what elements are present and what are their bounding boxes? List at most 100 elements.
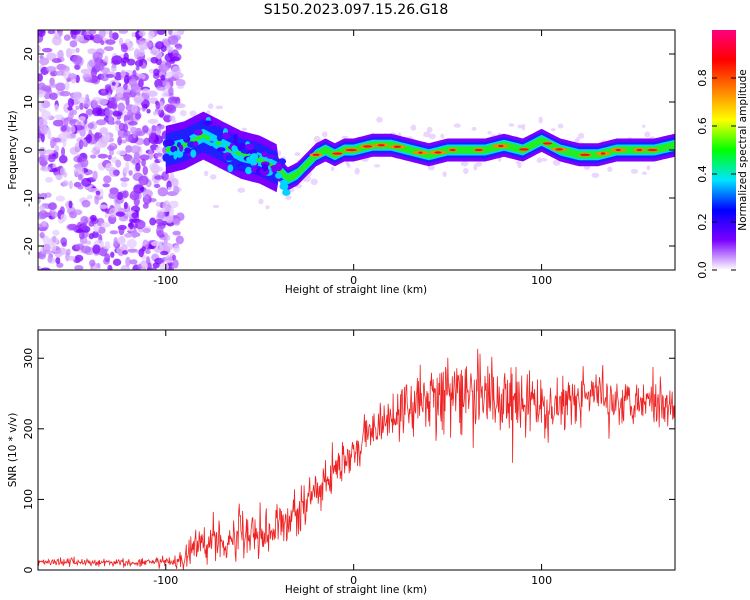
spectrogram-noise-blob — [118, 37, 124, 46]
spectrogram-noise-blob — [167, 96, 178, 105]
spectrogram-noise-blob — [93, 224, 100, 233]
spectrogram-noise-blob — [75, 47, 80, 53]
spectrogram-noise-blob — [165, 82, 171, 90]
spectrogram-noise-blob — [111, 32, 119, 40]
spectrogram-noise-blob — [162, 242, 174, 251]
spectrogram-noise-blob — [630, 168, 639, 174]
spectrogram-noise-blob — [155, 201, 161, 207]
spectrogram-ridge-blob — [249, 153, 259, 160]
spectrogram-noise-blob — [423, 131, 431, 138]
spectrogram-noise-blob — [104, 84, 112, 91]
spectrogram-noise-blob — [58, 154, 68, 164]
spectrogram-noise-blob — [176, 85, 185, 89]
spectrogram-noise-blob — [54, 174, 64, 180]
spectrogram-noise-blob — [60, 124, 67, 132]
spectrogram-noise-blob — [38, 133, 44, 139]
spectrogram-noise-blob — [135, 113, 141, 120]
spectrogram-noise-blob — [74, 265, 84, 270]
spectrogram-noise-blob — [118, 30, 128, 34]
spectrogram-noise-blob — [162, 220, 168, 226]
spectrogram-noise-blob — [157, 187, 169, 197]
spectrogram-noise-blob — [154, 183, 161, 189]
spectrogram-noise-blob — [97, 153, 109, 159]
spectrogram-noise-blob — [122, 250, 128, 255]
spectrogram-noise-blob — [80, 158, 89, 168]
spectrogram-ridge-blob — [282, 189, 291, 196]
spectrogram-noise-blob — [38, 44, 41, 54]
spectrogram-noise-blob — [94, 141, 102, 151]
snr-x-ticks: -100 0 100 — [153, 330, 552, 587]
spectrogram-noise-blob — [167, 35, 179, 46]
spectrogram-noise-blob — [54, 114, 64, 120]
spectrogram-noise-blob — [137, 263, 142, 270]
spectrogram-noise-blob — [91, 99, 98, 109]
spectrogram-noise-blob — [265, 205, 270, 210]
spectrogram-noise-blob — [41, 47, 53, 53]
spectrogram-ridge-blob — [266, 154, 276, 159]
spectrogram-noise-blob — [79, 231, 85, 240]
spectrogram-noise-blob — [160, 63, 168, 74]
spectrogram-noise-blob — [41, 220, 47, 228]
spectrogram-noise-blob — [115, 211, 125, 217]
spectrogram-noise-blob — [70, 30, 82, 36]
spectrogram-ridge-blob — [175, 149, 184, 158]
spectrogram-noise-blob — [117, 236, 126, 245]
spectrogram-noise-blob — [96, 108, 107, 117]
spectrogram-noise-blob — [125, 256, 131, 267]
snr-x-tick-label: -100 — [153, 574, 178, 587]
spectrogram-noise-blob — [107, 154, 112, 160]
spectrogram-ridge-blob — [270, 165, 280, 170]
spectrogram-noise-blob — [88, 220, 95, 227]
spectrogram-noise-blob — [62, 180, 69, 187]
spectrogram-noise-blob — [111, 55, 123, 65]
spectrogram-noise-blob — [108, 115, 114, 125]
spectrogram-noise-blob — [258, 198, 264, 205]
spectrogram-noise-blob — [155, 146, 163, 153]
spectrogram-noise-blob — [642, 171, 647, 175]
spectrogram-noise-blob — [63, 171, 68, 178]
spectrogram-hotspot — [332, 152, 343, 155]
spectrogram-noise-blob — [159, 261, 169, 270]
spectrogram-noise-blob — [89, 154, 97, 159]
spectrogram-noise-blob — [85, 108, 94, 116]
spectrogram-noise-blob — [521, 123, 526, 131]
colorbar: 0.0 0.2 0.4 0.6 0.8 Normalized spectral ampl… — [696, 30, 749, 279]
spectrogram-noise-blob — [108, 208, 118, 218]
spectrogram-hotspot — [636, 148, 643, 152]
spectrogram-ridge-blob — [216, 134, 223, 142]
spectrogram-noise-blob — [38, 192, 41, 198]
spectrogram-ridge-blob — [225, 154, 234, 161]
spectrogram-noise-blob — [162, 200, 171, 210]
spectrogram-noise-blob — [147, 262, 152, 270]
spectrogram-noise-blob — [52, 119, 64, 127]
spectrogram-noise-blob — [64, 81, 70, 91]
snr-x-label: Height of straight line (km) — [285, 584, 427, 596]
spectrogram-noise-blob — [175, 43, 183, 50]
spectrogram-noise-blob — [86, 194, 93, 200]
colorbar-ticks: 0.0 0.2 0.4 0.6 0.8 — [696, 69, 736, 279]
spectrogram-noise-blob — [138, 175, 149, 186]
spectrogram-hotspot — [615, 148, 622, 152]
spectrogram-noise-blob — [426, 126, 433, 133]
spectrogram-noise-blob — [646, 165, 651, 171]
spectrogram-noise-blob — [155, 152, 163, 157]
spectrogram-noise-blob — [179, 110, 187, 117]
spectrogram-noise-blob — [123, 201, 128, 210]
spectrogram-noise-blob — [58, 31, 63, 37]
spectrogram-noise-blob — [43, 86, 52, 91]
spectrogram-noise-blob — [152, 262, 160, 269]
spectrogram-frequency-track — [162, 111, 675, 196]
spectrogram-noise-blob — [172, 230, 181, 236]
spectrogram-noise-blob — [168, 30, 173, 36]
spectrogram-noise-blob — [123, 74, 130, 85]
spectrogram-hotspot — [449, 148, 456, 152]
spectrogram-noise-blob — [97, 98, 109, 106]
spectrogram-noise-blob — [66, 255, 76, 261]
spectrogram-ridge-blob — [216, 147, 226, 152]
spectrogram-ridge-blob — [190, 149, 197, 158]
spectrogram-ridge-blob — [173, 150, 178, 160]
spectrogram-noise-blob — [105, 39, 116, 45]
spectrogram-noise-blob — [39, 146, 46, 156]
spectrogram-noise-blob — [142, 165, 148, 176]
spectrogram-noise-blob — [294, 152, 301, 157]
